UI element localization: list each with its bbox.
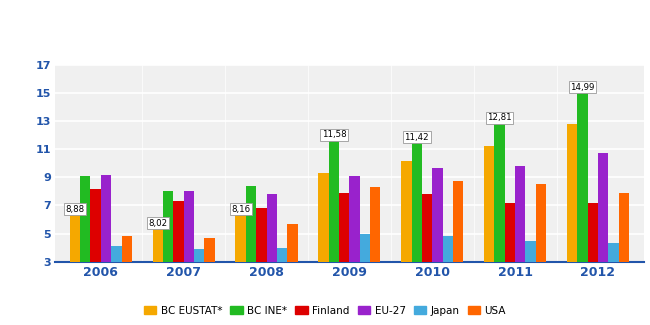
- Bar: [256, 208, 266, 304]
- Bar: [350, 176, 359, 304]
- Bar: [495, 124, 504, 304]
- Text: 11,58: 11,58: [322, 130, 346, 139]
- Bar: [443, 236, 453, 304]
- Bar: [504, 203, 515, 304]
- Bar: [359, 234, 370, 304]
- Text: 12,81: 12,81: [488, 113, 512, 122]
- Bar: [536, 184, 546, 304]
- Bar: [80, 176, 90, 304]
- Bar: [370, 187, 380, 304]
- Bar: [411, 143, 422, 304]
- Bar: [525, 240, 536, 304]
- Bar: [266, 194, 277, 304]
- Bar: [422, 193, 432, 304]
- Bar: [235, 215, 246, 304]
- Bar: [163, 191, 174, 304]
- Text: 14,99: 14,99: [570, 83, 595, 92]
- Text: 8,88: 8,88: [66, 205, 84, 214]
- Bar: [101, 175, 111, 304]
- Bar: [174, 201, 184, 304]
- Bar: [318, 173, 329, 304]
- Bar: [204, 239, 214, 304]
- Bar: [453, 181, 463, 304]
- Bar: [329, 141, 339, 304]
- Bar: [277, 248, 287, 304]
- Bar: [122, 236, 132, 304]
- Bar: [153, 229, 163, 304]
- Legend: BC EUSTAT*, BC INE*, Finland, EU-27, Japan, USA: BC EUSTAT*, BC INE*, Finland, EU-27, Jap…: [140, 302, 510, 320]
- Bar: [70, 215, 80, 304]
- Bar: [567, 124, 577, 304]
- Bar: [484, 147, 495, 304]
- Bar: [515, 166, 525, 304]
- Bar: [598, 153, 608, 304]
- Bar: [339, 193, 350, 304]
- Text: 11,42: 11,42: [404, 133, 429, 142]
- Text: Female unemployment rate (%): Female unemployment rate (%): [8, 22, 355, 41]
- Bar: [287, 224, 298, 304]
- Text: 8,02: 8,02: [148, 219, 167, 228]
- Bar: [184, 191, 194, 304]
- Bar: [608, 243, 619, 304]
- Bar: [432, 167, 443, 304]
- Bar: [246, 187, 256, 304]
- Bar: [577, 93, 588, 304]
- Bar: [194, 249, 204, 304]
- Text: 8,16: 8,16: [231, 205, 250, 214]
- Bar: [90, 189, 101, 304]
- Bar: [619, 193, 629, 304]
- Bar: [111, 246, 122, 304]
- Bar: [588, 203, 598, 304]
- Bar: [401, 161, 411, 304]
